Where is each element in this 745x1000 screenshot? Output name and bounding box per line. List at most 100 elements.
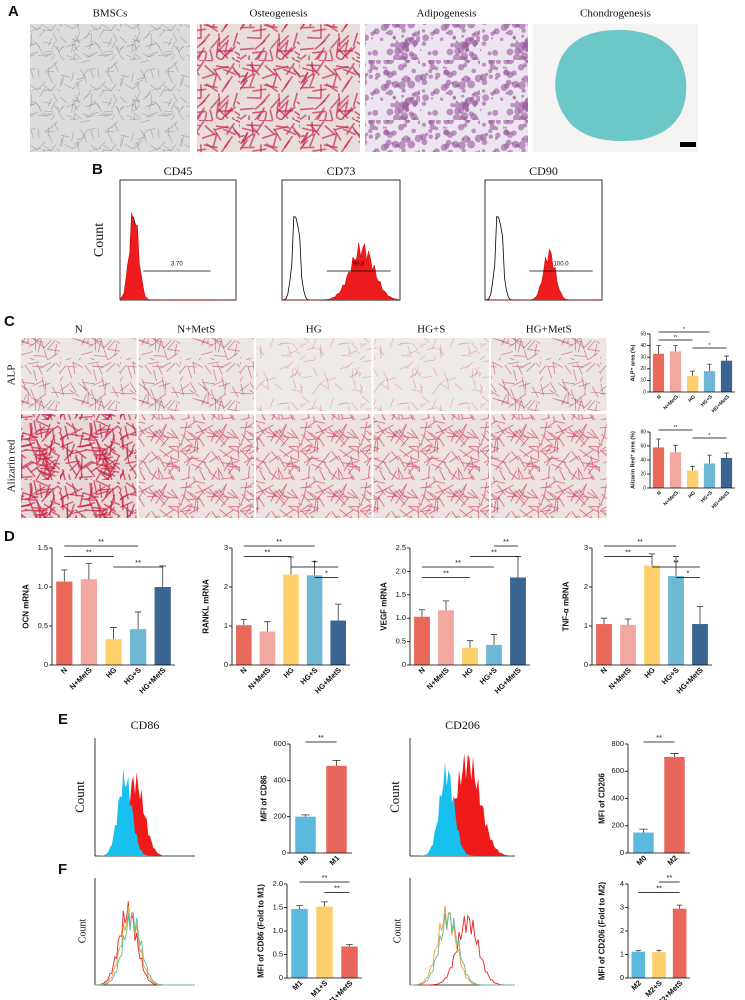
y-tick-label: 2.5 <box>396 543 406 552</box>
error-bar <box>321 901 328 907</box>
x-tick-label: HG <box>687 394 697 404</box>
x-tick-label: N+MetS <box>607 665 633 691</box>
y-tick-label: 40 <box>640 457 646 463</box>
y-tick-label: 0 <box>44 660 48 669</box>
x-tick-label: N <box>656 394 663 401</box>
y-axis-label: OCN mRNA <box>22 584 31 629</box>
error-bar <box>159 565 166 587</box>
y-tick-label: 600 <box>273 739 286 748</box>
y-tick-label: 2.0 <box>396 566 406 575</box>
row-label: ALP <box>6 365 18 386</box>
significance-label: ** <box>674 425 678 431</box>
row-label: Alizarin red <box>6 439 18 492</box>
bar <box>652 447 665 488</box>
flow-y-label: Count <box>392 919 403 944</box>
bar <box>686 470 699 488</box>
bar <box>664 756 685 853</box>
significance-label: * <box>325 569 328 578</box>
error-bar <box>673 345 678 352</box>
y-tick-label: 800 <box>611 739 624 748</box>
alizarin-micrograph <box>373 414 489 518</box>
y-tick-label: 1 <box>620 949 624 958</box>
significance-label: ** <box>625 548 631 557</box>
column-title: HG+MetS <box>526 324 572 336</box>
scale-bar <box>680 142 696 147</box>
bar <box>341 946 358 978</box>
y-tick-label: 1.0 <box>273 926 283 935</box>
image-caption: Adipogenesis <box>417 8 477 20</box>
x-tick-label: N <box>656 490 663 497</box>
error-bar <box>287 556 295 575</box>
alp-micrograph <box>138 338 254 411</box>
bar <box>720 360 733 392</box>
y-axis-label: VEGF mRNA <box>380 582 389 631</box>
panel-label: B <box>92 161 103 178</box>
y-tick-label: 80 <box>640 429 646 435</box>
significance-label: ** <box>656 884 662 893</box>
error-bar <box>240 618 247 626</box>
bar <box>652 353 665 392</box>
bar <box>668 576 684 665</box>
bar <box>462 647 478 665</box>
error-bar <box>311 561 318 576</box>
significance-label: ** <box>443 569 449 578</box>
error-bar <box>724 452 729 458</box>
x-tick-label: M2 <box>666 853 680 867</box>
bar <box>633 832 654 853</box>
bar <box>80 579 98 665</box>
y-tick-label: 1.5 <box>273 902 283 911</box>
y-tick-label: 4 <box>620 879 624 888</box>
x-tick-label: N <box>238 665 248 675</box>
error-bar <box>296 905 303 909</box>
error-bar <box>673 444 678 453</box>
stained-histogram <box>485 248 602 301</box>
x-tick-label: HG <box>642 665 656 679</box>
bar <box>295 816 316 853</box>
bar <box>652 952 666 978</box>
gate-value: 100.0 <box>554 262 570 268</box>
y-tick-label: 3 <box>224 543 228 552</box>
bar <box>672 908 687 978</box>
y-tick-label: 0 <box>643 389 646 395</box>
bar <box>129 629 147 665</box>
significance-label: ** <box>674 335 678 341</box>
y-tick-label: 1.5 <box>396 590 406 599</box>
y-axis-label: MFI of CD86 (Fold to M1) <box>257 884 266 978</box>
alizarin-micrograph <box>491 414 607 518</box>
error-bar <box>676 904 683 909</box>
significance-label: ** <box>322 873 328 882</box>
bar <box>486 644 502 665</box>
x-tick-label: N <box>59 665 69 675</box>
x-tick-label: M1+MetS <box>325 978 354 1000</box>
y-tick-label: 0 <box>224 660 228 669</box>
bar <box>259 631 276 665</box>
y-tick-label: 2.0 <box>273 879 283 888</box>
bar <box>316 906 333 978</box>
significance-label: ** <box>491 548 497 557</box>
y-tick-label: 0.5 <box>396 637 406 646</box>
significance-label: * <box>313 558 316 567</box>
bar <box>283 574 299 665</box>
alp-micrograph <box>491 338 607 411</box>
image-caption: BMSCs <box>93 8 128 20</box>
column-title: N <box>75 324 83 336</box>
bar <box>644 565 660 665</box>
y-tick-label: 1.5 <box>38 543 48 552</box>
bar <box>703 371 716 392</box>
column-title: HG+S <box>417 324 445 336</box>
bar <box>596 624 612 665</box>
error-bar <box>264 621 271 632</box>
image-caption: Chondrogenesis <box>580 8 651 20</box>
error-bar <box>672 556 680 577</box>
chondro-pellet <box>555 29 687 142</box>
alizarin-micrograph <box>256 414 372 518</box>
image-caption: Osteogenesis <box>249 8 307 20</box>
flow-title: CD90 <box>529 164 558 178</box>
y-tick-label: 0 <box>282 848 286 857</box>
error-bar <box>635 950 642 952</box>
error-bar <box>418 609 426 617</box>
x-tick-label: N+MetS <box>663 490 681 508</box>
y-tick-label: 1 <box>584 621 588 630</box>
bar <box>56 581 73 665</box>
flow-y-label: Count <box>387 781 402 813</box>
